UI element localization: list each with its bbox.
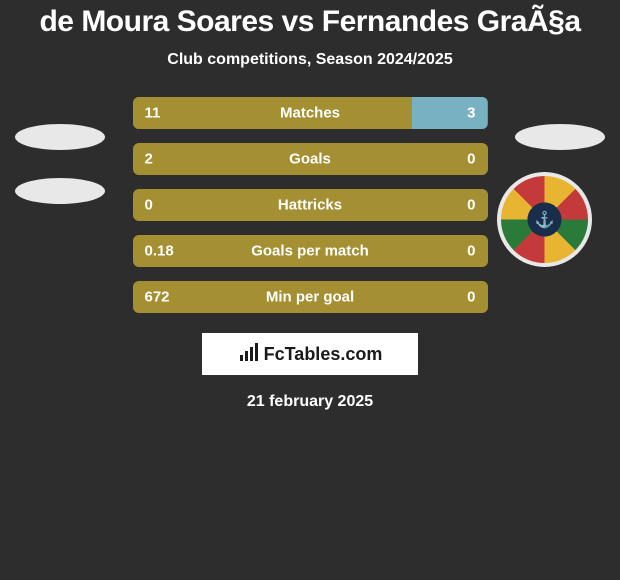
stat-right-value: 0 <box>467 151 475 168</box>
stat-row: 0 Hattricks 0 <box>133 189 488 221</box>
branding-box[interactable]: FcTables.com <box>202 333 418 375</box>
stat-right-fill <box>412 97 488 129</box>
stat-left-fill <box>133 97 412 129</box>
page-title: de Moura Soares vs Fernandes GraÃ§a <box>39 5 580 39</box>
stat-label: Goals per match <box>251 243 369 260</box>
stat-right-value: 0 <box>467 289 475 306</box>
player-right-badge-1 <box>515 124 605 150</box>
stat-label: Matches <box>280 105 340 122</box>
date-label: 21 february 2025 <box>247 393 373 411</box>
stat-row: 672 Min per goal 0 <box>133 281 488 313</box>
stat-right-value: 0 <box>467 197 475 214</box>
stat-left-value: 0.18 <box>145 243 174 260</box>
stat-left-value: 11 <box>145 105 161 122</box>
stat-row: 2 Goals 0 <box>133 143 488 175</box>
stat-label: Hattricks <box>278 197 342 214</box>
stat-left-value: 0 <box>145 197 153 214</box>
stats-list: 11 Matches 3 2 Goals 0 0 Hattricks 0 0.18 Goals pe… <box>133 97 488 327</box>
stat-right-value: 0 <box>467 243 475 260</box>
stat-left-value: 2 <box>145 151 153 168</box>
stat-row: 0.18 Goals per match 0 <box>133 235 488 267</box>
player-left-badge-1 <box>15 124 105 150</box>
player-right-club-badge <box>497 172 592 267</box>
branding-text: FcTables.com <box>264 344 383 365</box>
club-emblem-icon <box>497 172 592 267</box>
stat-label: Goals <box>289 151 331 168</box>
player-left-badge-2 <box>15 178 105 204</box>
stat-right-value: 3 <box>467 105 475 122</box>
stat-left-value: 672 <box>145 289 170 306</box>
stat-label: Min per goal <box>266 289 354 306</box>
subtitle: Club competitions, Season 2024/2025 <box>167 51 452 69</box>
stat-row: 11 Matches 3 <box>133 97 488 129</box>
chart-icon <box>238 341 260 368</box>
